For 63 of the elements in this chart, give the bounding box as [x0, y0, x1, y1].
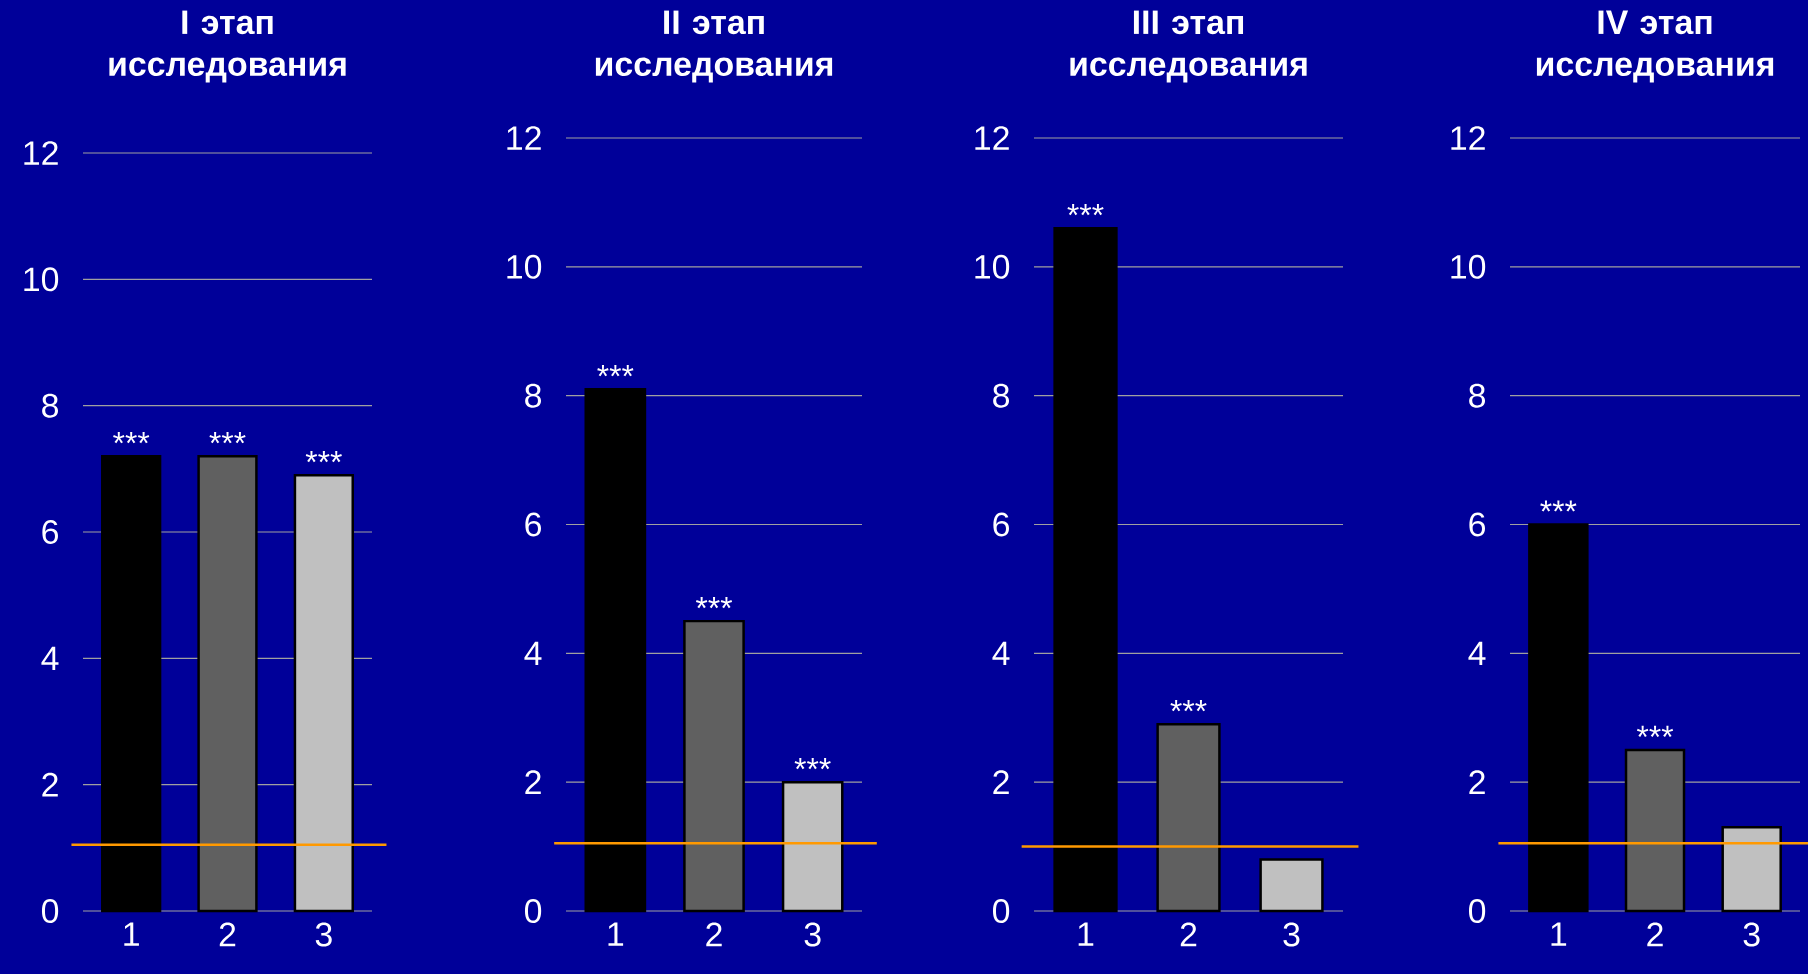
y-tick-label: 6	[42, 520, 58, 544]
x-tick-label: 1	[124, 922, 139, 946]
bar	[1528, 523, 1589, 913]
x-tick-label: 2	[1647, 922, 1663, 947]
x-tick-label: 3	[1283, 922, 1300, 947]
bar	[1053, 226, 1118, 913]
annotation: ***	[1067, 204, 1104, 216]
x-tick-label: 1	[1078, 922, 1094, 946]
chart-title: I этап исследования	[109, 10, 346, 83]
y-tick-label: 6	[1469, 512, 1485, 537]
y-tick-label: 8	[525, 383, 542, 408]
y-tick-label: 6	[993, 512, 1009, 537]
bar	[1259, 858, 1324, 913]
chart-title: II этап исследования	[595, 10, 833, 83]
annotation: ***	[305, 451, 342, 463]
y-tick-label: 6	[525, 512, 541, 537]
y-tick-label: 12	[24, 141, 58, 165]
y-tick-label: 0	[1468, 899, 1486, 923]
bar	[1721, 826, 1782, 913]
bar	[1156, 722, 1221, 913]
y-tick-label: 10	[24, 267, 59, 292]
annotation: ***	[1540, 500, 1577, 512]
chart-title: IV этап исследования	[1536, 10, 1774, 83]
y-tick-label: 12	[507, 126, 541, 150]
bar	[584, 387, 647, 913]
x-tick-label: 1	[608, 922, 624, 946]
y-tick-label: 4	[1468, 641, 1486, 665]
annotation: ***	[597, 365, 634, 377]
y-tick-label: 12	[1451, 126, 1485, 150]
annotation: ***	[695, 597, 733, 609]
x-tick-label: 2	[219, 922, 236, 947]
y-tick-label: 10	[507, 254, 542, 279]
bar	[683, 619, 745, 913]
annotation: ***	[113, 432, 150, 444]
y-tick-label: 8	[993, 383, 1010, 408]
y-tick-label: 8	[1469, 383, 1486, 408]
x-tick-label: 2	[1180, 922, 1197, 947]
bar	[781, 780, 844, 913]
annotation: ***	[794, 758, 831, 770]
y-tick-label: 12	[975, 126, 1009, 150]
y-tick-label: 4	[41, 646, 59, 670]
bar	[1624, 748, 1686, 913]
y-tick-label: 4	[524, 641, 542, 665]
y-tick-label: 4	[992, 641, 1010, 665]
annotation: ***	[1170, 700, 1207, 712]
x-tick-label: 3	[315, 922, 332, 947]
y-tick-label: 2	[42, 772, 58, 797]
y-tick-label: 2	[1469, 770, 1485, 794]
chart-title: III этап исследования	[1070, 10, 1307, 83]
x-tick-label: 3	[1743, 922, 1760, 947]
x-tick-label: 2	[706, 922, 722, 947]
y-tick-label: 2	[993, 770, 1009, 794]
annotation: ***	[209, 432, 246, 444]
y-tick-label: 10	[975, 254, 1010, 279]
y-tick-label: 0	[524, 899, 542, 923]
y-tick-label: 0	[992, 899, 1010, 923]
annotation: ***	[1636, 725, 1674, 738]
y-tick-label: 0	[41, 899, 59, 923]
y-tick-label: 2	[525, 770, 541, 794]
x-tick-label: 3	[804, 922, 821, 947]
y-tick-label: 8	[42, 393, 59, 418]
x-tick-label: 1	[1551, 922, 1567, 946]
y-tick-label: 10	[1451, 254, 1486, 279]
